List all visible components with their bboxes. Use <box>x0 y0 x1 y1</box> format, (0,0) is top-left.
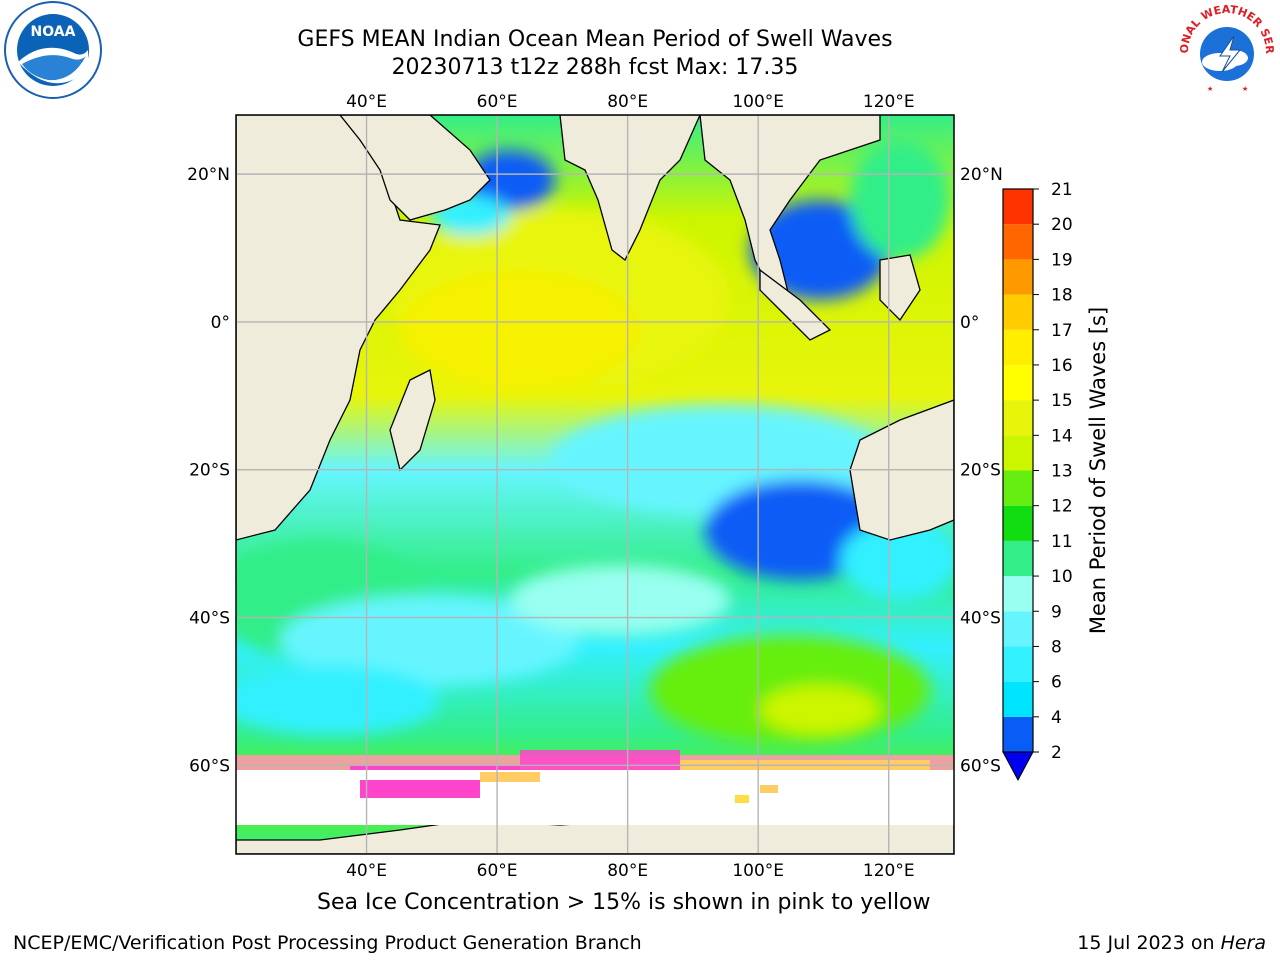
colorbar-tick-label: 6 <box>1051 673 1062 693</box>
producer-credit: NCEP/EMC/Verification Post Processing Pr… <box>13 932 642 954</box>
colorbar-tick-label: 11 <box>1051 532 1073 552</box>
colorbar-tick-label: 12 <box>1051 497 1073 517</box>
svg-text:★: ★ <box>1242 85 1248 93</box>
colorbar-segment <box>1003 224 1033 260</box>
colorbar-tick-label: 2 <box>1051 743 1062 763</box>
colorbar-tick-label: 15 <box>1051 391 1073 411</box>
colorbar-under-arrow <box>1002 751 1034 782</box>
gridlines <box>236 115 954 854</box>
svg-text:★: ★ <box>1207 85 1213 93</box>
lon-tick-label-bottom: 100°E <box>732 861 784 881</box>
lat-tick-label-right: 0° <box>960 313 979 333</box>
sea-ice-band <box>236 750 954 825</box>
colorbar-segment <box>1003 646 1033 682</box>
colorbar-tick-label: 13 <box>1051 462 1073 482</box>
colorbar-segment <box>1003 329 1033 365</box>
lon-tick-label-top: 60°E <box>477 92 518 112</box>
map-area <box>236 115 954 854</box>
colorbar-tick-label: 21 <box>1051 180 1073 200</box>
colorbar-segment <box>1003 435 1033 471</box>
run-host: Hera <box>1220 932 1266 954</box>
lon-tick-label-top: 40°E <box>346 92 387 112</box>
colorbar-segment <box>1003 611 1033 647</box>
lon-tick-label-bottom: 40°E <box>346 861 387 881</box>
colorbar-segment <box>1003 294 1033 330</box>
lon-tick-label-bottom: 120°E <box>863 861 915 881</box>
colorbar-tick-label: 18 <box>1051 286 1073 306</box>
arabia-land <box>339 115 491 221</box>
colorbar-segment <box>1003 716 1033 752</box>
lat-tick-label-left: 0° <box>211 313 230 333</box>
svg-text:NOAA: NOAA <box>31 24 76 40</box>
run-date: 15 Jul 2023 on Hera <box>1077 932 1266 954</box>
chart-title: GEFS MEAN Indian Ocean Mean Period of Sw… <box>297 27 893 52</box>
map-frame <box>235 114 955 855</box>
tick-labels: 40°E 40°E 60°E 60°E 80°E 80°E 100°E 100°E 120°E 1… <box>187 92 1003 881</box>
colorbar: 2 4 6 8 9 10 11 12 13 14 15 16 17 18 19 20 21 Mean Period… <box>1002 180 1110 782</box>
lat-tick-label-left: 60°S <box>189 756 230 776</box>
colorbar-segment <box>1003 681 1033 717</box>
colorbar-segment <box>1003 576 1033 612</box>
lat-tick-label-left: 20°N <box>187 165 230 185</box>
india-land <box>559 115 701 261</box>
lon-tick-label-top: 80°E <box>607 92 648 112</box>
lon-tick-label-bottom: 60°E <box>477 861 518 881</box>
run-date-text: 15 Jul 2023 on <box>1077 932 1221 954</box>
lon-tick-label-top: 100°E <box>732 92 784 112</box>
lon-tick-label-top: 120°E <box>863 92 915 112</box>
colorbar-tick-label: 9 <box>1051 602 1062 622</box>
colorbar-segment <box>1003 364 1033 401</box>
colorbar-tick-label: 10 <box>1051 567 1073 587</box>
colorbar-segment <box>1003 189 1033 225</box>
colorbar-segment <box>1003 259 1033 295</box>
nws-logo: NATIONAL WEATHER SERVICE ★ ★ <box>1171 0 1278 100</box>
colorbar-label: Mean Period of Swell Waves [s] <box>1086 307 1110 634</box>
colorbar-tick-label: 8 <box>1051 637 1062 657</box>
lon-tick-label-bottom: 80°E <box>607 861 648 881</box>
madagascar-land <box>389 369 436 472</box>
colorbar-tick-label: 19 <box>1051 250 1073 270</box>
swell-period-patches <box>236 140 954 745</box>
lat-tick-label-right: 40°S <box>960 609 1001 629</box>
colorbar-segment <box>1003 540 1033 577</box>
lat-tick-label-right: 60°S <box>960 756 1001 776</box>
colorbar-segment <box>1003 400 1033 436</box>
colorbar-tick-label: 20 <box>1051 215 1073 235</box>
colorbar-tick-label: 4 <box>1051 708 1062 728</box>
colorbar-tick-label: 17 <box>1051 321 1073 341</box>
borneo-land <box>879 254 921 322</box>
lat-tick-label-left: 20°S <box>189 461 230 481</box>
sea-ice-caption: Sea Ice Concentration > 15% is shown in … <box>317 890 931 915</box>
chart-subtitle: 20230713 t12z 288h fcst Max: 17.35 <box>391 55 799 80</box>
colorbar-tick-label: 16 <box>1051 356 1073 376</box>
colorbar-segment <box>1003 470 1033 506</box>
lat-tick-label-left: 40°S <box>189 609 230 629</box>
colorbar-segment <box>1003 505 1033 541</box>
lat-tick-label-right: 20°S <box>960 461 1001 481</box>
noaa-logo: NOAA <box>2 0 104 100</box>
lat-tick-label-right: 20°N <box>960 165 1003 185</box>
southeast-asia-land <box>699 115 881 302</box>
colorbar-tick-label: 14 <box>1051 426 1073 446</box>
